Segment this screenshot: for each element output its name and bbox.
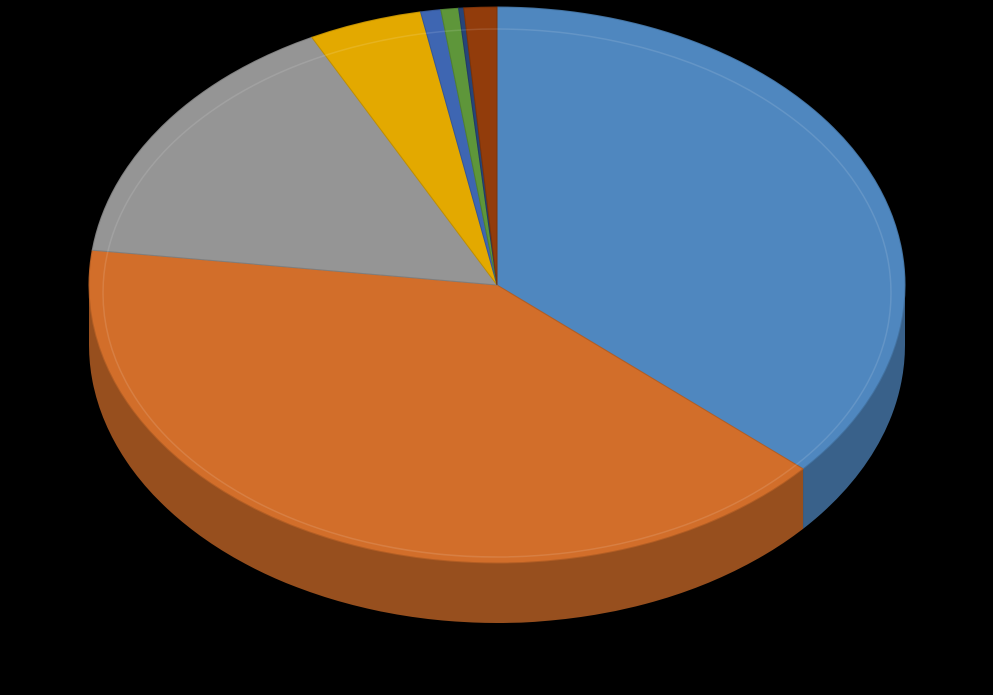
- pie-sides: [89, 285, 905, 623]
- pie-slice: [88, 249, 804, 564]
- pie-slice-side: [89, 285, 804, 623]
- pie-slice: [496, 6, 906, 470]
- pie-slice: [91, 36, 499, 286]
- pie-slice: [463, 6, 498, 286]
- pie-slice-side: [803, 285, 905, 529]
- pie-highlight-ring: [102, 28, 892, 558]
- pie-slices: [88, 6, 906, 564]
